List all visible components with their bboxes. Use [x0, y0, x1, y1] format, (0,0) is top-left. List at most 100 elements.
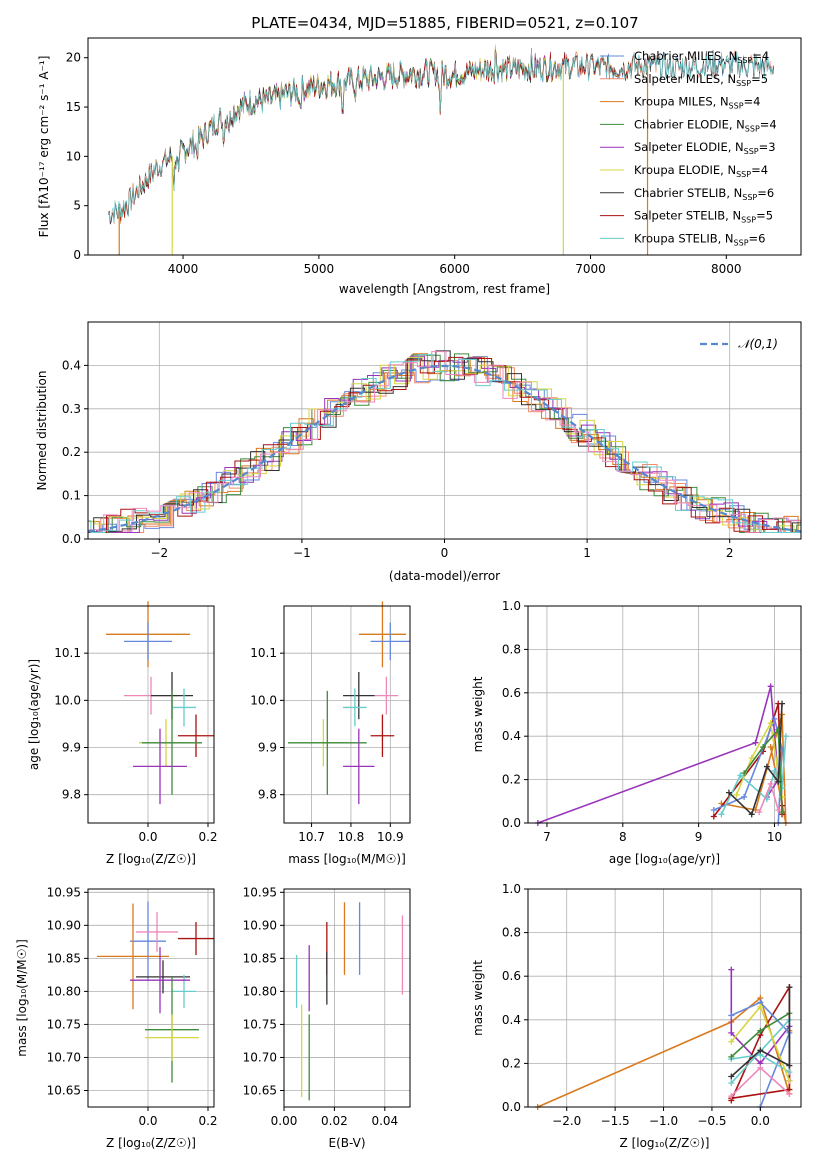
z-age-xtick-label: 0.0: [138, 830, 157, 844]
z-age-panel: 0.0 0.2 9.8 9.9 10.0 10.1 Z [log₁₀(Z/Z☉)] age […: [27, 601, 218, 866]
mass-age-point: [370, 714, 395, 757]
residuals-xlabel: (data-model)/error: [389, 569, 500, 583]
ebv-mass-xtick-label: 0.04: [371, 1114, 398, 1128]
age-weight-marker: [767, 780, 774, 787]
mass-age-ytick-label: 10.0: [250, 693, 277, 707]
z-mass-frame: [87, 888, 215, 1108]
residuals-ytick-label: 0.3: [62, 402, 81, 416]
mass-age-xtick-label: 10.8: [338, 830, 365, 844]
age-weight-marker: [771, 767, 778, 774]
age-weight-xlabel: age [log₁₀(age/yr)]: [609, 852, 720, 866]
z-mass-point: [130, 901, 166, 981]
spectrum-legend-label: Chabrier STELIB, NSSP=6: [634, 186, 774, 202]
age-weight-marker: [779, 809, 786, 816]
age-weight-marker: [760, 744, 767, 751]
z-mass-ytick-label: 10.80: [47, 984, 81, 998]
spectrum-xtick-label: 5000: [304, 262, 335, 276]
age-weight-panel: 7 8 9 10 0.0 0.2 0.4 0.6 0.8 1.0 age [log₁₀(age/yr…: [471, 599, 802, 866]
age-weight-marker: [741, 770, 748, 777]
spectrum-legend-label: Salpeter STELIB, NSSP=5: [634, 209, 773, 225]
z-age-point: [124, 622, 172, 661]
z-weight-marker: [786, 1069, 793, 1076]
z-weight-marker: [728, 1038, 735, 1045]
age-weight-marker: [779, 700, 786, 707]
z-age-point: [133, 728, 187, 805]
z-mass-point: [178, 922, 214, 956]
z-weight-marker: [728, 966, 735, 973]
age-weight-xtick-label: 7: [543, 830, 551, 844]
spectrum-ytick-label: 20: [66, 51, 81, 65]
z-weight-marker: [757, 1003, 764, 1010]
age-weight-ytick-label: 0.4: [502, 729, 521, 743]
z-weight-marker: [728, 1012, 735, 1019]
z-age-xlabel: Z [log₁₀(Z/Z☉)]: [106, 852, 196, 866]
mass-age-xtick-label: 10.7: [298, 830, 325, 844]
z-mass-point: [130, 947, 190, 1014]
spectrum-ylabel: Flux [fλ10⁻¹⁷ erg cm⁻² s⁻¹ A⁻¹]: [37, 56, 51, 238]
spectrum-legend-label: Kroupa STELIB, NSSP=6: [634, 231, 765, 247]
z-mass-xtick-label: 0.0: [138, 1114, 157, 1128]
age-weight-marker: [741, 793, 748, 800]
ebv-mass-ytick-label: 10.90: [243, 918, 277, 932]
spectrum-ytick-label: 10: [66, 149, 81, 163]
age-weight-ytick-label: 1.0: [502, 599, 521, 613]
z-weight-xlabel: Z [log₁₀(Z/Z☉)]: [620, 1136, 710, 1150]
z-age-ytick-label: 9.9: [62, 741, 81, 755]
age-weight-xtick-label: 9: [695, 830, 703, 844]
z-weight-ytick-label: 0.8: [502, 926, 521, 940]
residuals-ytick-label: 0.4: [62, 358, 81, 372]
age-weight-marker: [767, 720, 774, 727]
residuals-xtick-label: 1: [583, 546, 591, 560]
spectrum-xtick-label: 6000: [439, 262, 470, 276]
residuals-histogram-7: [88, 356, 801, 533]
spectrum-frame: [87, 37, 802, 256]
mass-age-ytick-label: 9.8: [258, 788, 277, 802]
z-weight-ytick-label: 1.0: [502, 882, 521, 896]
age-weight-ylabel: mass weight: [471, 676, 485, 752]
spectrum-xtick-label: 4000: [168, 262, 199, 276]
z-mass-ytick-label: 10.85: [47, 951, 81, 965]
age-weight-marker: [752, 739, 759, 746]
spectrum-ytick-label: 0: [73, 248, 81, 262]
mass-age-ytick-label: 10.1: [250, 646, 277, 660]
z-weight-ytick-label: 0.6: [502, 969, 521, 983]
spectrum-ytick-label: 15: [66, 100, 81, 114]
z-weight-marker: [728, 1093, 735, 1100]
ebv-mass-xlabel: E(B-V): [328, 1136, 365, 1150]
z-weight-xtick-label: −1.0: [649, 1114, 678, 1128]
spectrum-legend-label: Salpeter MILES, NSSP=5: [634, 72, 768, 88]
z-mass-point: [136, 912, 178, 952]
spectrum-xtick-label: 7000: [575, 262, 606, 276]
residuals-xtick-label: 0: [441, 546, 449, 560]
z-weight-panel: −2.0 −1.5 −1.0 −0.5 0.0 0.0 0.2 0.4 0.6 0.8 1.0 Z […: [471, 882, 802, 1150]
spectrum-legend-label: Kroupa MILES, NSSP=4: [634, 95, 760, 111]
z-age-point: [178, 714, 214, 757]
spectrum-legend-label: Chabrier ELODIE, NSSP=4: [634, 117, 777, 133]
age-weight-marker: [748, 811, 755, 818]
z-age-ylabel: age [log₁₀(age/yr)]: [27, 659, 41, 770]
age-weight-marker: [718, 811, 725, 818]
residuals-histogram-6: [88, 350, 801, 533]
age-weight-xtick-label: 10: [767, 830, 782, 844]
mass-age-point: [370, 622, 410, 661]
residuals-ytick-label: 0.1: [62, 489, 81, 503]
z-age-frame: [87, 605, 215, 824]
residuals-xtick-label: 2: [726, 546, 734, 560]
age-weight-marker: [771, 715, 778, 722]
age-weight-marker: [763, 763, 770, 770]
z-mass-ytick-label: 10.70: [47, 1050, 81, 1064]
age-weight-ytick-label: 0.0: [502, 816, 521, 830]
ebv-mass-ytick-label: 10.70: [243, 1050, 277, 1064]
ebv-mass-frame: [283, 888, 411, 1108]
z-age-xtick-label: 0.2: [198, 830, 217, 844]
ebv-mass-ytick-label: 10.75: [243, 1017, 277, 1031]
z-weight-frame: [527, 888, 802, 1108]
ebv-mass-ytick-label: 10.85: [243, 951, 277, 965]
mass-age-xtick-label: 10.9: [377, 830, 404, 844]
z-weight-ytick-label: 0.2: [502, 1056, 521, 1070]
mass-age-point: [287, 690, 367, 795]
z-weight-ylabel: mass weight: [471, 960, 485, 1036]
age-weight-marker: [756, 809, 763, 816]
mass-age-frame: [283, 605, 411, 824]
z-weight-xtick-label: −1.5: [601, 1114, 630, 1128]
